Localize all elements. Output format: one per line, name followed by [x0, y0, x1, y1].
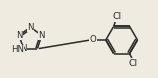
Text: N: N: [39, 31, 45, 40]
Text: N: N: [27, 23, 34, 32]
Text: Cl: Cl: [112, 12, 121, 21]
Text: N: N: [20, 44, 27, 53]
Text: Cl: Cl: [129, 59, 138, 68]
Text: O: O: [89, 35, 96, 44]
Text: HN: HN: [11, 45, 24, 54]
Text: N: N: [16, 31, 22, 40]
